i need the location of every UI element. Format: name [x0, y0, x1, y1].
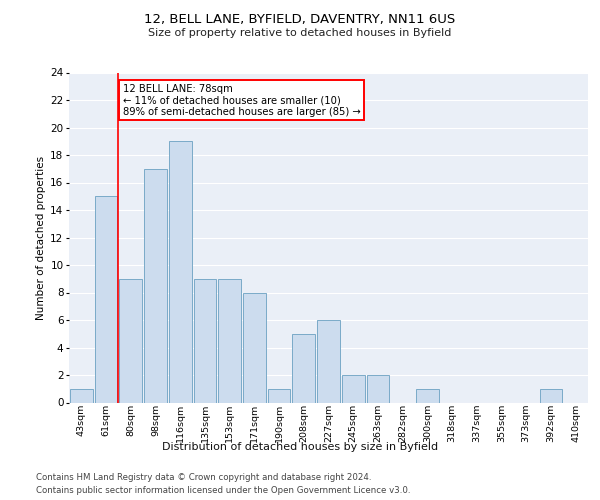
Bar: [367, 375, 389, 402]
Bar: [218, 279, 241, 402]
Bar: [95, 196, 118, 402]
Text: Size of property relative to detached houses in Byfield: Size of property relative to detached ho…: [148, 28, 452, 38]
Y-axis label: Number of detached properties: Number of detached properties: [36, 156, 46, 320]
Bar: [268, 389, 290, 402]
Text: 12, BELL LANE, BYFIELD, DAVENTRY, NN11 6US: 12, BELL LANE, BYFIELD, DAVENTRY, NN11 6…: [145, 12, 455, 26]
Bar: [539, 389, 562, 402]
Text: 12 BELL LANE: 78sqm
← 11% of detached houses are smaller (10)
89% of semi-detach: 12 BELL LANE: 78sqm ← 11% of detached ho…: [123, 84, 361, 116]
Text: Contains public sector information licensed under the Open Government Licence v3: Contains public sector information licen…: [36, 486, 410, 495]
Bar: [194, 279, 216, 402]
Bar: [70, 389, 93, 402]
Text: Contains HM Land Registry data © Crown copyright and database right 2024.: Contains HM Land Registry data © Crown c…: [36, 472, 371, 482]
Bar: [416, 389, 439, 402]
Text: Distribution of detached houses by size in Byfield: Distribution of detached houses by size …: [162, 442, 438, 452]
Bar: [119, 279, 142, 402]
Bar: [292, 334, 315, 402]
Bar: [243, 292, 266, 403]
Bar: [342, 375, 365, 402]
Bar: [169, 141, 191, 403]
Bar: [144, 169, 167, 402]
Bar: [317, 320, 340, 402]
